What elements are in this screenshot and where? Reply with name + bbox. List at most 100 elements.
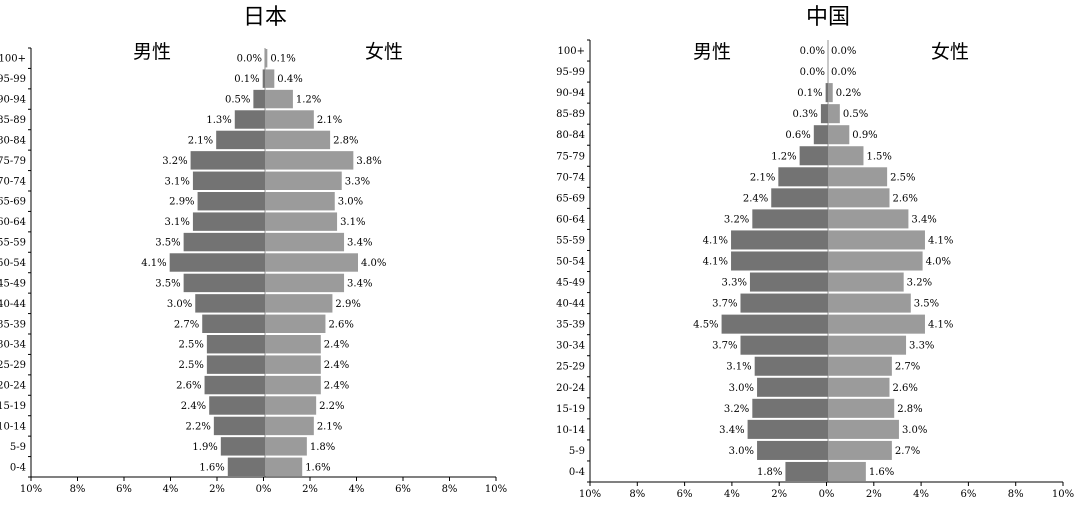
male-value-label: 3.1% bbox=[165, 217, 190, 228]
x-tick-label: 2% bbox=[866, 489, 882, 500]
female-bar bbox=[828, 377, 890, 397]
female-value-label: 1.2% bbox=[296, 95, 321, 106]
male-value-label: 4.1% bbox=[703, 235, 728, 246]
female-bar bbox=[828, 188, 890, 208]
male-value-label: 3.7% bbox=[712, 341, 737, 352]
female-value-label: 1.8% bbox=[310, 442, 335, 453]
female-value-label: 0.2% bbox=[836, 88, 861, 99]
male-value-label: 0.0% bbox=[800, 67, 825, 78]
male-bar bbox=[752, 398, 828, 418]
male-bar bbox=[820, 104, 828, 124]
male-bar bbox=[749, 272, 828, 292]
male-value-label: 3.2% bbox=[724, 404, 749, 415]
x-tick-label: 0% bbox=[819, 489, 835, 500]
age-group-label: 75-79 bbox=[0, 156, 26, 167]
female-value-label: 2.4% bbox=[324, 360, 349, 371]
male-bar bbox=[190, 151, 265, 170]
age-group-label: 10-14 bbox=[0, 421, 26, 432]
female-bar bbox=[828, 230, 925, 250]
female-value-label: 0.4% bbox=[277, 74, 302, 85]
female-value-label: 3.2% bbox=[907, 278, 932, 289]
female-value-label: 2.7% bbox=[895, 362, 920, 373]
male-bar bbox=[825, 83, 828, 103]
female-bar bbox=[265, 335, 321, 354]
age-group-label: 20-24 bbox=[556, 383, 585, 394]
male-value-label: 3.4% bbox=[719, 425, 744, 436]
x-tick-label: 6% bbox=[116, 484, 132, 495]
male-bar bbox=[197, 192, 265, 211]
age-group-label: 45-49 bbox=[0, 278, 26, 289]
female-bar bbox=[265, 437, 307, 456]
x-tick-label: 10% bbox=[579, 489, 601, 500]
male-bar bbox=[192, 171, 265, 190]
age-group-label: 55-59 bbox=[0, 238, 26, 249]
age-group-label: 25-29 bbox=[556, 362, 585, 373]
age-group-label: 100+ bbox=[558, 46, 585, 57]
female-value-label: 4.1% bbox=[928, 320, 953, 331]
age-group-label: 70-74 bbox=[0, 176, 26, 187]
female-value-label: 3.1% bbox=[340, 217, 365, 228]
male-value-label: 2.2% bbox=[185, 421, 210, 432]
female-value-label: 4.1% bbox=[928, 235, 953, 246]
female-label: 女性 bbox=[365, 41, 403, 63]
x-tick-label: 4% bbox=[163, 484, 179, 495]
male-value-label: 2.5% bbox=[178, 340, 203, 351]
age-group-label: 65-69 bbox=[556, 193, 585, 204]
male-value-label: 1.6% bbox=[199, 462, 224, 473]
male-bar bbox=[209, 396, 265, 415]
age-group-label: 0-4 bbox=[10, 462, 26, 473]
female-bar bbox=[828, 335, 907, 355]
male-bar bbox=[213, 416, 265, 436]
female-value-label: 3.0% bbox=[902, 425, 927, 436]
male-value-label: 2.6% bbox=[176, 381, 201, 392]
age-group-label: 95-99 bbox=[556, 67, 585, 78]
male-value-label: 3.2% bbox=[724, 214, 749, 225]
female-value-label: 2.6% bbox=[892, 193, 917, 204]
male-bar bbox=[771, 188, 828, 208]
x-tick-label: 6% bbox=[677, 489, 693, 500]
x-tick-label: 0% bbox=[256, 484, 272, 495]
female-value-label: 3.3% bbox=[909, 341, 934, 352]
age-group-label: 50-54 bbox=[0, 258, 26, 269]
male-bar bbox=[262, 69, 265, 88]
male-value-label: 4.1% bbox=[703, 257, 728, 268]
female-value-label: 0.9% bbox=[852, 130, 877, 141]
female-value-label: 2.4% bbox=[324, 340, 349, 351]
female-bar bbox=[265, 457, 303, 476]
female-value-label: 2.5% bbox=[890, 172, 915, 183]
age-group-label: 90-94 bbox=[556, 88, 585, 99]
age-group-label: 60-64 bbox=[0, 217, 26, 228]
male-value-label: 1.2% bbox=[771, 151, 796, 162]
male-value-label: 0.0% bbox=[237, 54, 262, 65]
male-value-label: 2.1% bbox=[188, 135, 213, 146]
male-label: 男性 bbox=[133, 41, 171, 63]
male-bar bbox=[813, 125, 828, 145]
female-value-label: 3.3% bbox=[345, 176, 370, 187]
female-bar bbox=[265, 396, 317, 415]
female-bar bbox=[828, 167, 888, 187]
male-bar bbox=[206, 355, 265, 374]
male-value-label: 3.1% bbox=[165, 176, 190, 187]
male-bar bbox=[757, 377, 828, 397]
male-value-label: 2.7% bbox=[174, 319, 199, 330]
female-bar bbox=[828, 272, 904, 292]
age-group-label: 80-84 bbox=[556, 130, 585, 141]
female-bar bbox=[828, 314, 925, 334]
male-bar bbox=[195, 294, 265, 313]
female-label: 女性 bbox=[931, 41, 969, 63]
age-group-label: 95-99 bbox=[0, 74, 26, 85]
male-bar bbox=[202, 314, 265, 333]
male-value-label: 0.6% bbox=[785, 130, 810, 141]
age-group-label: 100+ bbox=[0, 54, 26, 65]
male-bar bbox=[731, 251, 828, 271]
female-value-label: 2.1% bbox=[317, 421, 342, 432]
male-value-label: 2.4% bbox=[181, 401, 206, 412]
male-value-label: 3.3% bbox=[722, 278, 747, 289]
female-value-label: 2.2% bbox=[319, 401, 344, 412]
female-value-label: 3.5% bbox=[914, 299, 939, 310]
male-label: 男性 bbox=[693, 41, 731, 63]
female-bar bbox=[265, 375, 321, 395]
male-bar bbox=[752, 209, 828, 229]
female-bar bbox=[265, 212, 338, 231]
female-bar bbox=[265, 171, 342, 190]
